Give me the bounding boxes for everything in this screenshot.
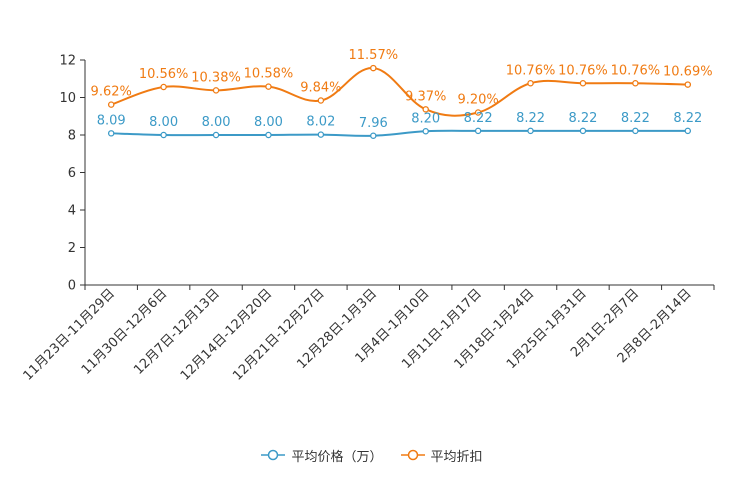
y-tick-label: 0 [68,279,76,294]
y-tick-label: 8 [68,129,76,144]
line-chart: 02468101211月23日-11月29日11月30日-12月6日12月7日-… [21,48,715,384]
y-tick-label: 10 [59,91,76,106]
data-label-0: 8.00 [149,115,178,130]
x-tick-label: 12月21日-12月27日 [230,286,327,383]
data-point-1 [527,80,534,87]
data-label-1: 10.56% [139,67,189,82]
x-tick-label: 11月23日-11月29日 [21,286,118,383]
data-point-1 [474,109,482,116]
data-label-1: 9.20% [457,93,498,108]
data-label-1: 10.76% [611,63,661,78]
data-point-0 [265,131,272,139]
data-point-1 [212,87,220,94]
legend-item-discount[interactable]: 平均折扣 [400,446,483,465]
data-point-0 [370,132,377,139]
data-label-0: 8.22 [621,111,650,126]
data-point-1 [107,101,115,108]
data-point-1 [370,64,377,72]
data-label-0: 8.20 [411,111,440,126]
y-tick-label: 2 [68,241,76,256]
legend-item-price[interactable]: 平均价格（万） [261,446,383,465]
data-label-0: 7.96 [359,116,388,131]
data-point-0 [684,127,692,135]
data-point-0 [212,131,220,139]
data-label-1: 10.76% [506,63,556,78]
chart-legend: 平均价格（万） 平均折扣 [0,444,744,466]
data-label-0: 8.22 [673,111,702,126]
data-point-0 [317,131,325,138]
data-point-0 [632,127,639,135]
y-tick-label: 6 [68,166,76,181]
data-point-1 [579,80,587,87]
data-label-1: 9.37% [405,89,446,104]
data-label-1: 9.84% [300,81,341,96]
data-point-0 [422,127,429,135]
data-point-0 [160,131,167,139]
data-label-1: 9.62% [91,85,132,100]
data-point-0 [474,127,482,135]
legend-swatch-discount-icon [400,449,425,461]
legend-label-price: 平均价格（万） [291,449,383,465]
data-point-0 [527,127,534,135]
data-label-0: 8.00 [202,115,231,130]
data-label-1: 11.57% [349,48,399,63]
data-label-1: 10.76% [558,63,608,78]
data-point-1 [317,97,325,104]
legend-swatch-price-icon [261,449,286,461]
data-label-0: 8.02 [306,115,335,130]
data-point-1 [422,106,429,113]
data-label-0: 8.00 [254,115,283,130]
data-label-1: 10.69% [663,65,713,80]
y-tick-label: 12 [59,54,76,69]
series-line-0 [111,129,688,137]
legend-label-discount: 平均折扣 [430,449,483,465]
data-point-1 [632,80,639,87]
data-label-0: 8.09 [97,113,126,128]
data-label-0: 8.22 [464,111,493,126]
data-label-0: 8.22 [568,111,597,126]
data-point-0 [107,130,115,137]
data-label-0: 8.22 [516,111,545,126]
y-tick-label: 4 [68,204,76,219]
data-point-0 [579,127,587,135]
data-point-1 [160,83,167,91]
data-label-1: 10.58% [244,67,294,82]
data-label-1: 10.38% [191,70,241,85]
data-point-1 [265,83,272,90]
x-tick-label: 12月14日-12月20日 [178,286,275,383]
data-point-1 [684,81,692,88]
